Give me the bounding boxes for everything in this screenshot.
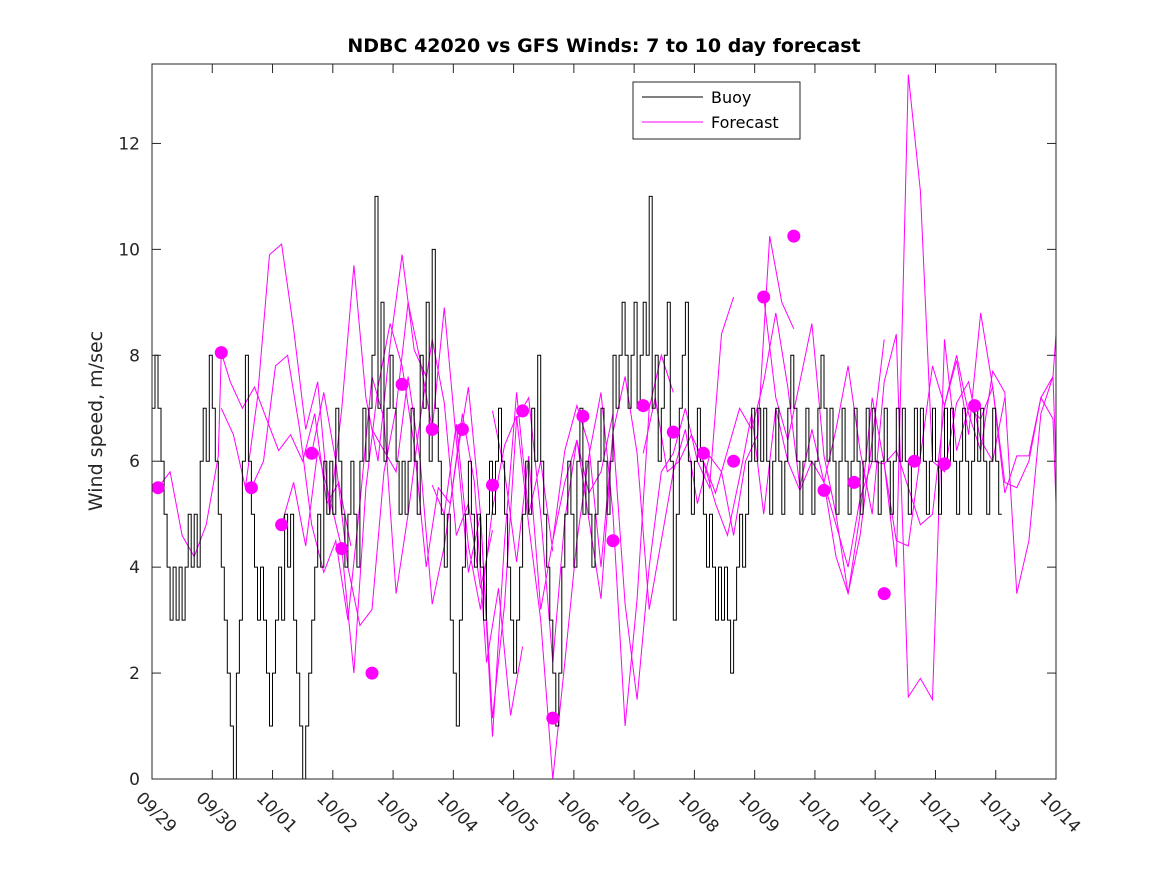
- buoy-series: [152, 195, 1002, 779]
- x-tick-label: 10/13: [975, 788, 1024, 837]
- forecast-marker: [425, 422, 439, 436]
- forecast-marker: [214, 346, 228, 360]
- x-tick-label: 10/02: [312, 788, 361, 837]
- forecast-line-6: [371, 376, 614, 719]
- forecast-marker: [907, 454, 921, 468]
- x-tick-label: 10/09: [734, 788, 783, 837]
- y-tick-label: 2: [129, 664, 140, 684]
- forecast-marker: [395, 377, 409, 391]
- x-tick-label: 10/01: [252, 788, 301, 837]
- legend-buoy-label: Buoy: [711, 88, 751, 107]
- forecast-marker: [486, 478, 499, 492]
- forecast-line-13: [823, 333, 1056, 702]
- forecast-marker: [546, 711, 560, 725]
- x-tick-label: 10/07: [614, 788, 663, 837]
- y-tick-label: 6: [129, 452, 140, 472]
- chart-title: NDBC 42020 vs GFS Winds: 7 to 10 day for…: [347, 35, 860, 57]
- y-tick-label: 0: [129, 770, 140, 790]
- forecast-marker: [576, 409, 590, 423]
- forecast-marker: [636, 399, 650, 413]
- x-tick-label: 10/05: [493, 788, 542, 837]
- x-tick-label: 10/12: [915, 788, 964, 837]
- forecast-line-10: [642, 312, 885, 596]
- forecast-marker: [335, 542, 349, 556]
- forecast-marker: [305, 446, 319, 460]
- y-axis-label: Wind speed, m/sec: [85, 331, 107, 511]
- forecast-marker: [787, 229, 801, 243]
- legend-forecast-label: Forecast: [711, 113, 779, 132]
- forecast-marker: [696, 446, 710, 460]
- forecast-marker: [151, 481, 165, 495]
- forecast-line-15: [944, 312, 1056, 504]
- x-tick-label: 10/04: [433, 788, 482, 837]
- plot-frame: [151, 63, 1057, 780]
- x-tick-label: 10/11: [855, 788, 904, 837]
- forecast-marker: [516, 404, 530, 418]
- forecast-marker: [666, 425, 680, 439]
- forecast-marker: [847, 475, 861, 489]
- forecast-marker: [365, 666, 379, 680]
- y-tick-label: 8: [129, 346, 140, 366]
- y-tick-label: 10: [118, 240, 140, 260]
- forecast-marker: [275, 518, 289, 532]
- x-tick-label: 09/30: [192, 788, 241, 837]
- y-axis: 0 2 4 6 8 10 12: [118, 134, 1056, 790]
- forecast-line-7: [431, 353, 674, 779]
- forecast-marker: [606, 534, 620, 548]
- forecast-marker: [727, 454, 741, 468]
- y-tick-label: 12: [118, 134, 140, 154]
- forecast-line-4: [281, 323, 524, 716]
- x-tick-label: 10/10: [794, 788, 843, 837]
- legend: Buoy Forecast: [632, 81, 801, 140]
- forecast-marker: [244, 481, 258, 495]
- forecast-markers: [151, 229, 982, 725]
- forecast-marker: [877, 587, 891, 601]
- x-tick-label: 10/14: [1035, 788, 1084, 837]
- x-tick-label: 09/29: [131, 788, 180, 837]
- forecast-marker: [938, 457, 951, 471]
- forecast-marker: [757, 290, 771, 304]
- buoy-line: [152, 195, 1002, 779]
- forecast-marker: [817, 483, 831, 497]
- y-tick-label: 4: [129, 558, 140, 578]
- forecast-marker: [968, 399, 982, 413]
- x-tick-label: 10/03: [373, 788, 422, 837]
- forecast-marker: [455, 422, 469, 436]
- x-tick-label: 10/08: [674, 788, 723, 837]
- x-tick-label: 10/06: [553, 788, 602, 837]
- legend-box: [632, 81, 801, 140]
